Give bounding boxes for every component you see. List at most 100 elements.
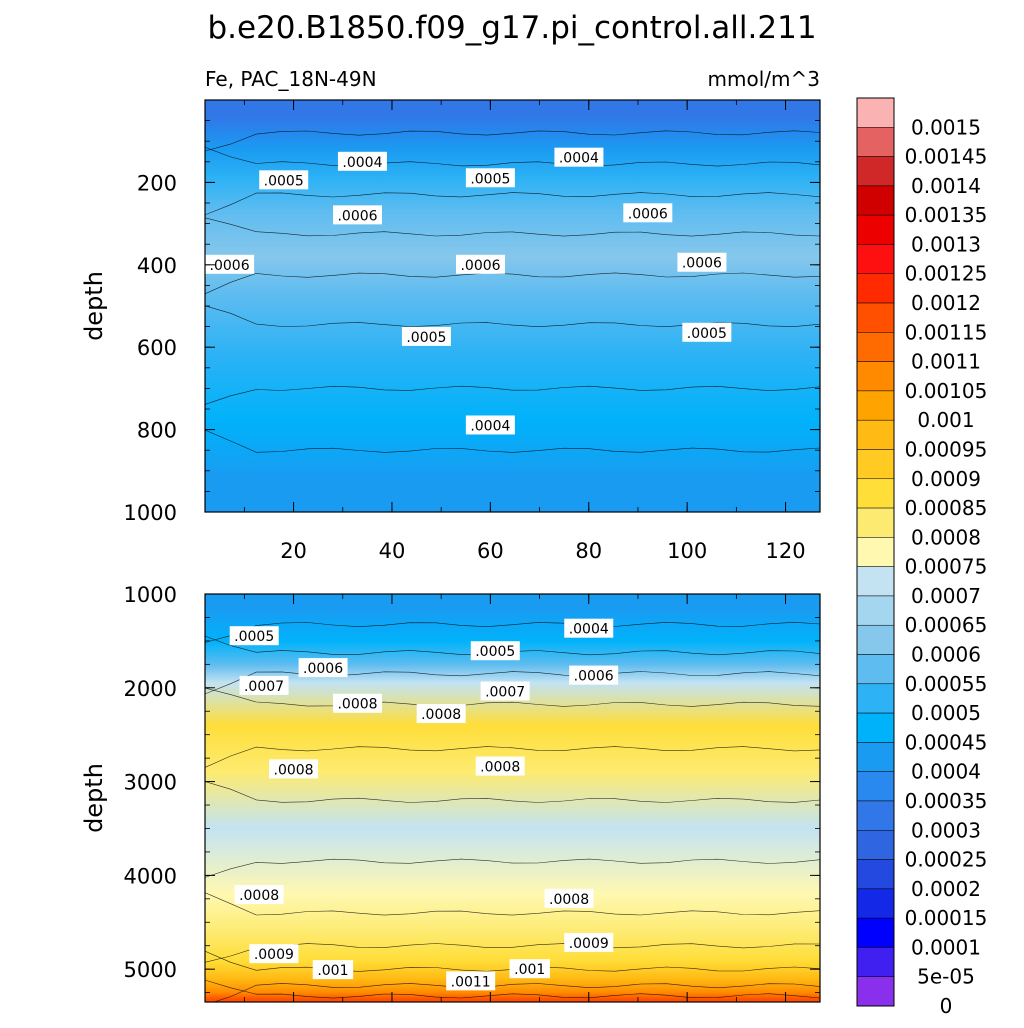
colorbar-label: 0.0005 [911, 701, 981, 725]
colorbar-frame [856, 97, 895, 1007]
colorbar-swatch [856, 976, 895, 1007]
svg-text:.0006: .0006 [210, 258, 250, 274]
contour-label: .0006 [456, 254, 506, 274]
colorbar-label: 0.0011 [911, 350, 981, 374]
colorbar-label: 0.00055 [905, 672, 988, 696]
svg-text:.0005: .0005 [264, 173, 304, 189]
svg-text:.0008: .0008 [274, 762, 314, 778]
contour-label: .0007 [480, 681, 530, 701]
svg-text:.0007: .0007 [244, 679, 284, 695]
contour-label: .0005 [465, 168, 515, 188]
upper-contour-lines [205, 130, 820, 453]
contour-label: .0008 [416, 704, 466, 724]
contour-label: .0004 [554, 147, 604, 167]
lower-y-axis-title: depth [80, 763, 108, 833]
colorbar-swatch [856, 654, 895, 685]
contour-label: .0005 [229, 626, 279, 646]
svg-text:.0008: .0008 [337, 697, 377, 713]
contour-label: .0007 [239, 675, 289, 695]
colorbar-label: 0.0014 [911, 174, 981, 198]
colorbar-label: 0.00065 [905, 613, 988, 637]
colorbar-label: 0.00075 [905, 555, 988, 579]
svg-text:.0005: .0005 [475, 644, 515, 660]
upper-y-axis: 200 400 600 800 1000 [124, 99, 820, 525]
colorbar-label: 0.0006 [911, 643, 981, 667]
contour-label: .0008 [234, 885, 284, 905]
colorbar-swatch [856, 566, 895, 597]
contour-line [213, 983, 820, 1002]
colorbar-label: 0.0007 [911, 584, 981, 608]
colorbar-swatch [856, 419, 895, 450]
contour-line [205, 979, 820, 999]
colorbar-swatch [856, 390, 895, 421]
colorbar-swatch [856, 185, 895, 216]
variable-label: Fe, PAC_18N-49N [205, 67, 377, 91]
colorbar-label: 0.0009 [911, 467, 981, 491]
contour-line [205, 192, 820, 216]
svg-text:.0004: .0004 [342, 155, 382, 171]
contour-label: .0008 [544, 888, 594, 908]
colorbar-swatch [856, 800, 895, 831]
upper-x-axis: 20 40 60 80 100 120 [243, 100, 806, 563]
contour-line [205, 943, 820, 963]
colorbar-label: 5e-05 [917, 965, 975, 989]
x-tick-label: 120 [766, 539, 806, 563]
colorbar-label: 0.0004 [911, 760, 981, 784]
colorbar-swatch [856, 537, 895, 567]
y-tick-label: 600 [137, 336, 177, 360]
contour-label: .0004 [564, 618, 614, 638]
colorbar-label: 0.0003 [911, 818, 981, 842]
colorbar-swatch [856, 507, 895, 538]
contour-label: .0006 [205, 254, 255, 274]
y-tick-label: 800 [137, 419, 177, 443]
colorbar-swatch [856, 595, 895, 626]
x-tick-label: 80 [575, 539, 602, 563]
upper-contour-labels: .0004 .0004 .0005 .0005 .0006 .0006 .0006 .0006… [205, 147, 732, 435]
svg-text:.0011: .0011 [451, 974, 491, 990]
y-tick-label: 1000 [124, 583, 177, 607]
colorbar-swatch [856, 859, 895, 890]
contour-line [205, 305, 820, 328]
contour-line [205, 147, 820, 167]
x-tick-label: 40 [379, 539, 406, 563]
svg-text:.0009: .0009 [254, 947, 294, 963]
units-label: mmol/m^3 [708, 67, 820, 91]
svg-text:.0009: .0009 [569, 936, 609, 952]
colorbar-label: 0.00085 [905, 496, 988, 520]
lower-y-axis: 1000 2000 3000 4000 5000 [124, 583, 820, 994]
svg-text:.0006: .0006 [303, 661, 343, 677]
y-tick-label: 5000 [124, 958, 177, 982]
contour-label: .0008 [475, 756, 525, 776]
colorbar-swatch [856, 683, 895, 714]
svg-text:.0008: .0008 [421, 707, 461, 723]
colorbar-label: 0.00095 [905, 437, 988, 461]
contour-line [205, 781, 820, 803]
colorbar-label: 0.0002 [911, 877, 981, 901]
colorbar-swatch [856, 830, 895, 860]
colorbar-swatch [856, 127, 895, 157]
contour-line [205, 130, 820, 152]
y-tick-label: 1000 [124, 501, 177, 525]
svg-text:.0006: .0006 [574, 669, 614, 685]
colorbar-label: 0.0013 [911, 232, 981, 256]
colorbar-swatch [856, 302, 895, 333]
y-tick-label: 400 [137, 254, 177, 278]
x-tick-label: 60 [477, 539, 504, 563]
y-tick-label: 3000 [124, 771, 177, 795]
contour-line [205, 892, 820, 916]
colorbar-swatch [856, 947, 895, 977]
contour-line [205, 385, 820, 405]
contour-label: .0005 [470, 641, 520, 661]
contour-label: .001 [509, 959, 550, 979]
contour-label: .0005 [259, 170, 309, 190]
contour-line [205, 217, 820, 237]
svg-text:.0006: .0006 [460, 258, 500, 274]
lower-frame [204, 593, 821, 1003]
svg-text:.0008: .0008 [549, 892, 589, 908]
svg-text:.0004: .0004 [569, 622, 609, 638]
svg-text:.0006: .0006 [337, 208, 377, 224]
upper-y-axis-title: depth [80, 271, 108, 341]
y-tick-label: 200 [137, 171, 177, 195]
contour-label: .0009 [249, 944, 299, 964]
